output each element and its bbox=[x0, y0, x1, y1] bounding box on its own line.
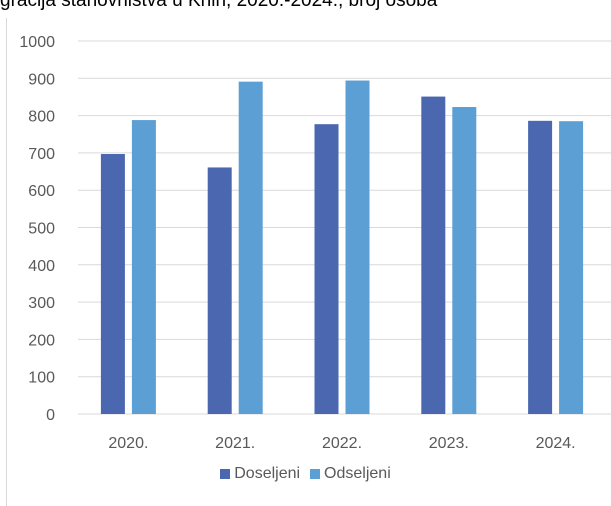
y-tick-label: 100 bbox=[28, 370, 55, 387]
y-tick-label: 300 bbox=[28, 295, 55, 312]
y-tick-label: 600 bbox=[28, 183, 55, 200]
y-tick-label: 400 bbox=[28, 258, 55, 275]
bar-doseljeni-2024 bbox=[528, 120, 553, 415]
y-tick-label: 800 bbox=[28, 109, 55, 126]
y-tick-label: 200 bbox=[28, 332, 55, 349]
y-tick-label: 1000 bbox=[19, 34, 55, 51]
y-tick-label: 500 bbox=[28, 221, 55, 238]
x-tick-label: 2023. bbox=[429, 435, 469, 452]
bar-doseljeni-2023 bbox=[421, 96, 446, 415]
chart-title-partial: gracija stanovništva u Knin, 2020.-2024.… bbox=[0, 0, 438, 11]
bar-odseljeni-2021 bbox=[238, 81, 263, 415]
y-tick-label: 0 bbox=[46, 407, 55, 424]
bar-odseljeni-2020 bbox=[131, 120, 156, 415]
frame-border-left bbox=[6, 18, 7, 506]
bar-odseljeni-2023 bbox=[452, 107, 477, 415]
x-tick-label: 2020. bbox=[108, 435, 148, 452]
legend-label-odseljeni: Odseljeni bbox=[324, 465, 391, 482]
legend-item-doseljeni: Doseljeni bbox=[220, 465, 300, 483]
bar-doseljeni-2022 bbox=[314, 124, 339, 414]
x-tick-label: 2022. bbox=[322, 435, 362, 452]
legend-label-doseljeni: Doseljeni bbox=[234, 465, 301, 482]
legend-swatch-doseljeni bbox=[220, 469, 231, 479]
bar-doseljeni-2021 bbox=[207, 167, 232, 414]
bar-odseljeni-2024 bbox=[559, 121, 584, 414]
bar-odseljeni-2022 bbox=[345, 80, 370, 415]
legend-item-odseljeni: Odseljeni bbox=[310, 465, 391, 483]
legend-swatch-odseljeni bbox=[310, 469, 321, 479]
legend: Doseljeni Odseljeni bbox=[0, 465, 611, 483]
y-tick-label: 700 bbox=[28, 146, 55, 163]
bar-doseljeni-2020 bbox=[100, 154, 125, 415]
y-tick-label: 900 bbox=[28, 71, 55, 88]
x-tick-label: 2021. bbox=[215, 435, 255, 452]
x-tick-label: 2024. bbox=[536, 435, 576, 452]
